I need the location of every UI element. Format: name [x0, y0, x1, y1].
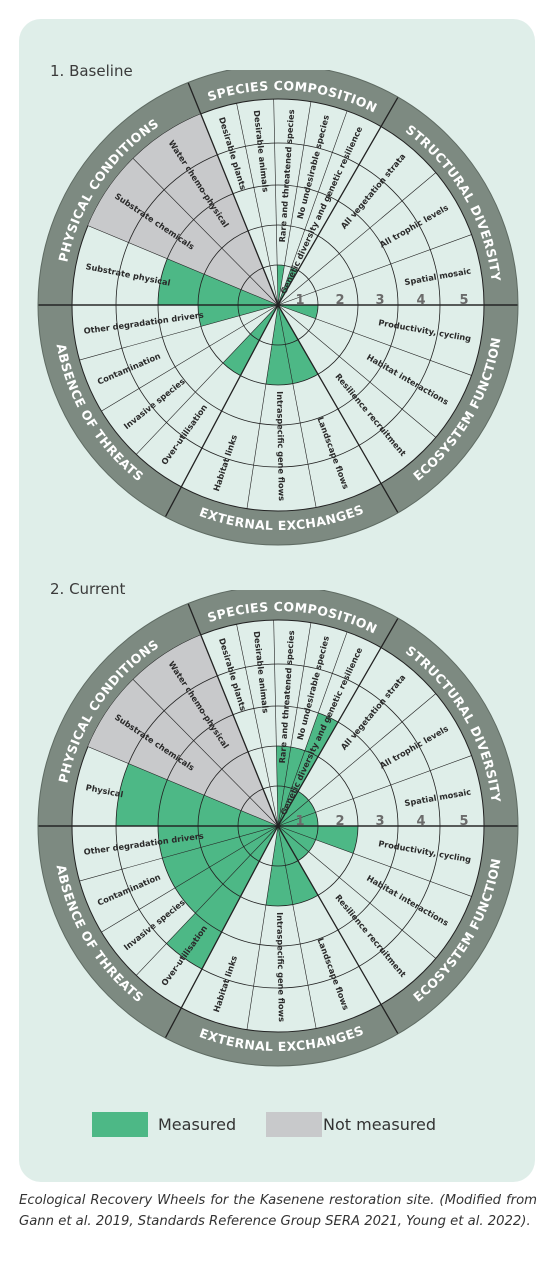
attribute-divider	[246, 825, 279, 1030]
scale-label: 1	[295, 293, 304, 308]
attribute-divider	[277, 825, 472, 897]
legend-swatch-measured	[92, 1112, 148, 1137]
attribute-divider	[132, 158, 279, 306]
attribute-divider	[101, 304, 279, 412]
attribute-divider	[277, 172, 436, 306]
attribute-divider	[277, 755, 472, 827]
attribute-divider	[277, 304, 472, 376]
score-wedge	[278, 800, 316, 826]
attribute-divider	[236, 103, 279, 306]
legend-label-measured: Measured	[158, 1115, 237, 1134]
figure-caption: Ecological Recovery Wheels for the Kasen…	[19, 1193, 537, 1229]
category-divider	[277, 825, 399, 1035]
attribute-divider	[273, 99, 279, 306]
score-wedge	[278, 791, 309, 826]
attribute-divider	[277, 631, 348, 827]
category-divider	[187, 603, 279, 827]
attribute-divider	[87, 225, 279, 306]
attribute-divider	[277, 304, 317, 508]
attribute-divider	[277, 693, 436, 827]
category-divider	[187, 82, 279, 306]
attribute-divider	[79, 825, 279, 882]
scale-label: 4	[416, 293, 425, 308]
category-divider	[164, 304, 279, 518]
scale-label: 5	[459, 293, 468, 308]
attribute-divider	[277, 825, 317, 1029]
attribute-divider	[132, 679, 279, 827]
score-wedge	[278, 712, 338, 826]
category-divider	[277, 304, 399, 514]
attribute-divider	[101, 825, 279, 933]
score-wedge	[222, 305, 278, 376]
wheel-outline	[37, 590, 519, 1067]
attribute-divider	[236, 624, 279, 827]
attribute-divider	[277, 234, 472, 306]
attribute-label: Intraspecific gene flows	[275, 391, 287, 501]
category-divider	[277, 617, 399, 827]
scale-label: 2	[335, 293, 344, 308]
attribute-divider	[79, 304, 279, 361]
wheel-title-baseline: 1. Baseline	[50, 62, 133, 80]
wheel-outline	[37, 70, 519, 546]
wheel-title-current: 2. Current	[50, 580, 126, 598]
legend-label-not-measured: Not measured	[323, 1115, 437, 1134]
scale-label: 3	[375, 814, 384, 829]
score-wedge	[278, 826, 318, 905]
legend-swatch-not-measured	[266, 1112, 322, 1137]
score-wedge	[166, 826, 278, 970]
attribute-divider	[277, 622, 312, 827]
attribute-divider	[277, 101, 312, 306]
score-wedge	[278, 305, 318, 384]
attribute-divider	[277, 110, 348, 306]
attribute-divider	[135, 825, 279, 976]
category-divider	[277, 96, 399, 306]
attribute-label: Intraspecific gene flows	[275, 912, 287, 1022]
scale-label: 4	[416, 814, 425, 829]
score-wedge	[175, 826, 278, 914]
legend: Measured Not measured	[0, 1112, 553, 1142]
scale-label: 2	[335, 814, 344, 829]
score-wedge	[278, 826, 316, 852]
scale-label: 3	[375, 293, 384, 308]
scale-label: 5	[459, 814, 468, 829]
scale-label: 1	[295, 814, 304, 829]
category-divider	[164, 825, 279, 1039]
attribute-divider	[273, 620, 279, 827]
score-wedge	[278, 826, 358, 854]
attribute-divider	[87, 746, 279, 827]
attribute-divider	[277, 304, 436, 438]
attribute-divider	[277, 825, 436, 959]
score-wedge	[278, 747, 305, 826]
attribute-divider	[135, 304, 279, 455]
score-wedge	[278, 826, 309, 861]
score-wedge	[158, 258, 278, 305]
score-wedge	[116, 763, 278, 826]
score-wedge	[162, 826, 278, 888]
attribute-divider	[246, 304, 279, 509]
